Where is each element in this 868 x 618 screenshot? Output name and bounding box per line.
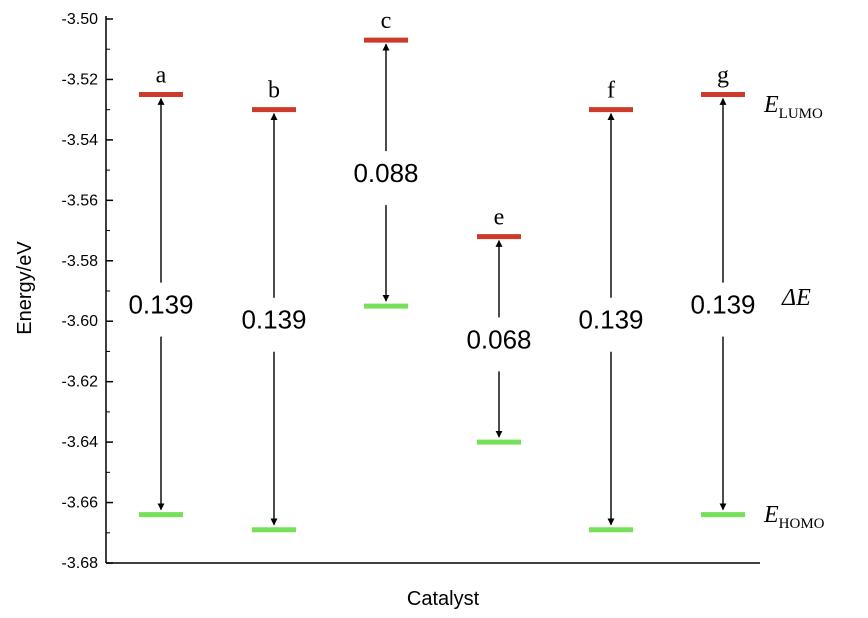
catalyst-label-b: b [268, 78, 280, 104]
axes [105, 16, 760, 564]
gap-label-a: 0.139 [128, 290, 193, 320]
y-tick-label: -3.60 [62, 313, 99, 330]
lumo-side-label-sub: LUMO [779, 106, 823, 122]
delta-e-label: ΔE [781, 285, 811, 311]
x-axis-title: Catalyst [407, 588, 480, 610]
lumo-side-label-main: E [763, 92, 779, 118]
y-tick-label: -3.56 [62, 192, 99, 209]
y-tick-label: -3.64 [62, 434, 99, 451]
gap-label-c: 0.088 [353, 158, 418, 188]
catalyst-label-e: e [494, 205, 505, 231]
y-tick-label: -3.58 [62, 253, 99, 270]
labels: a 0.139 b 0.139 c 0.088 e 0.068 f 0.139 g 0.139 [128, 8, 755, 354]
catalyst-label-f: f [607, 78, 615, 104]
y-tick-label: -3.54 [62, 132, 99, 149]
homo-side-label: EHOMO [763, 502, 825, 532]
lumo-side-label: ELUMO [763, 92, 823, 122]
energy-levels [139, 37, 745, 533]
catalyst-label-c: c [381, 8, 392, 34]
gap-label-f: 0.139 [578, 305, 643, 335]
gap-arrows [157, 43, 727, 526]
y-tick-label: -3.68 [62, 555, 99, 572]
gap-label-e: 0.068 [466, 324, 531, 354]
gap-label-g: 0.139 [690, 290, 755, 320]
y-tick-label: -3.52 [62, 71, 99, 88]
catalyst-label-g: g [717, 63, 729, 89]
y-tick-label: -3.66 [62, 495, 99, 512]
y-axis-title: Energy/eV [14, 241, 36, 335]
y-tick-label: -3.62 [62, 374, 99, 391]
homo-side-label-main: E [763, 502, 779, 528]
y-ticks: -3.50 -3.52 -3.54 -3.56 -3.58 -3.60 -3.62 -3.64… [62, 11, 113, 572]
homo-side-label-sub: HOMO [779, 516, 825, 532]
catalyst-label-a: a [156, 63, 167, 89]
gap-label-b: 0.139 [241, 305, 306, 335]
y-tick-label: -3.50 [62, 11, 99, 28]
